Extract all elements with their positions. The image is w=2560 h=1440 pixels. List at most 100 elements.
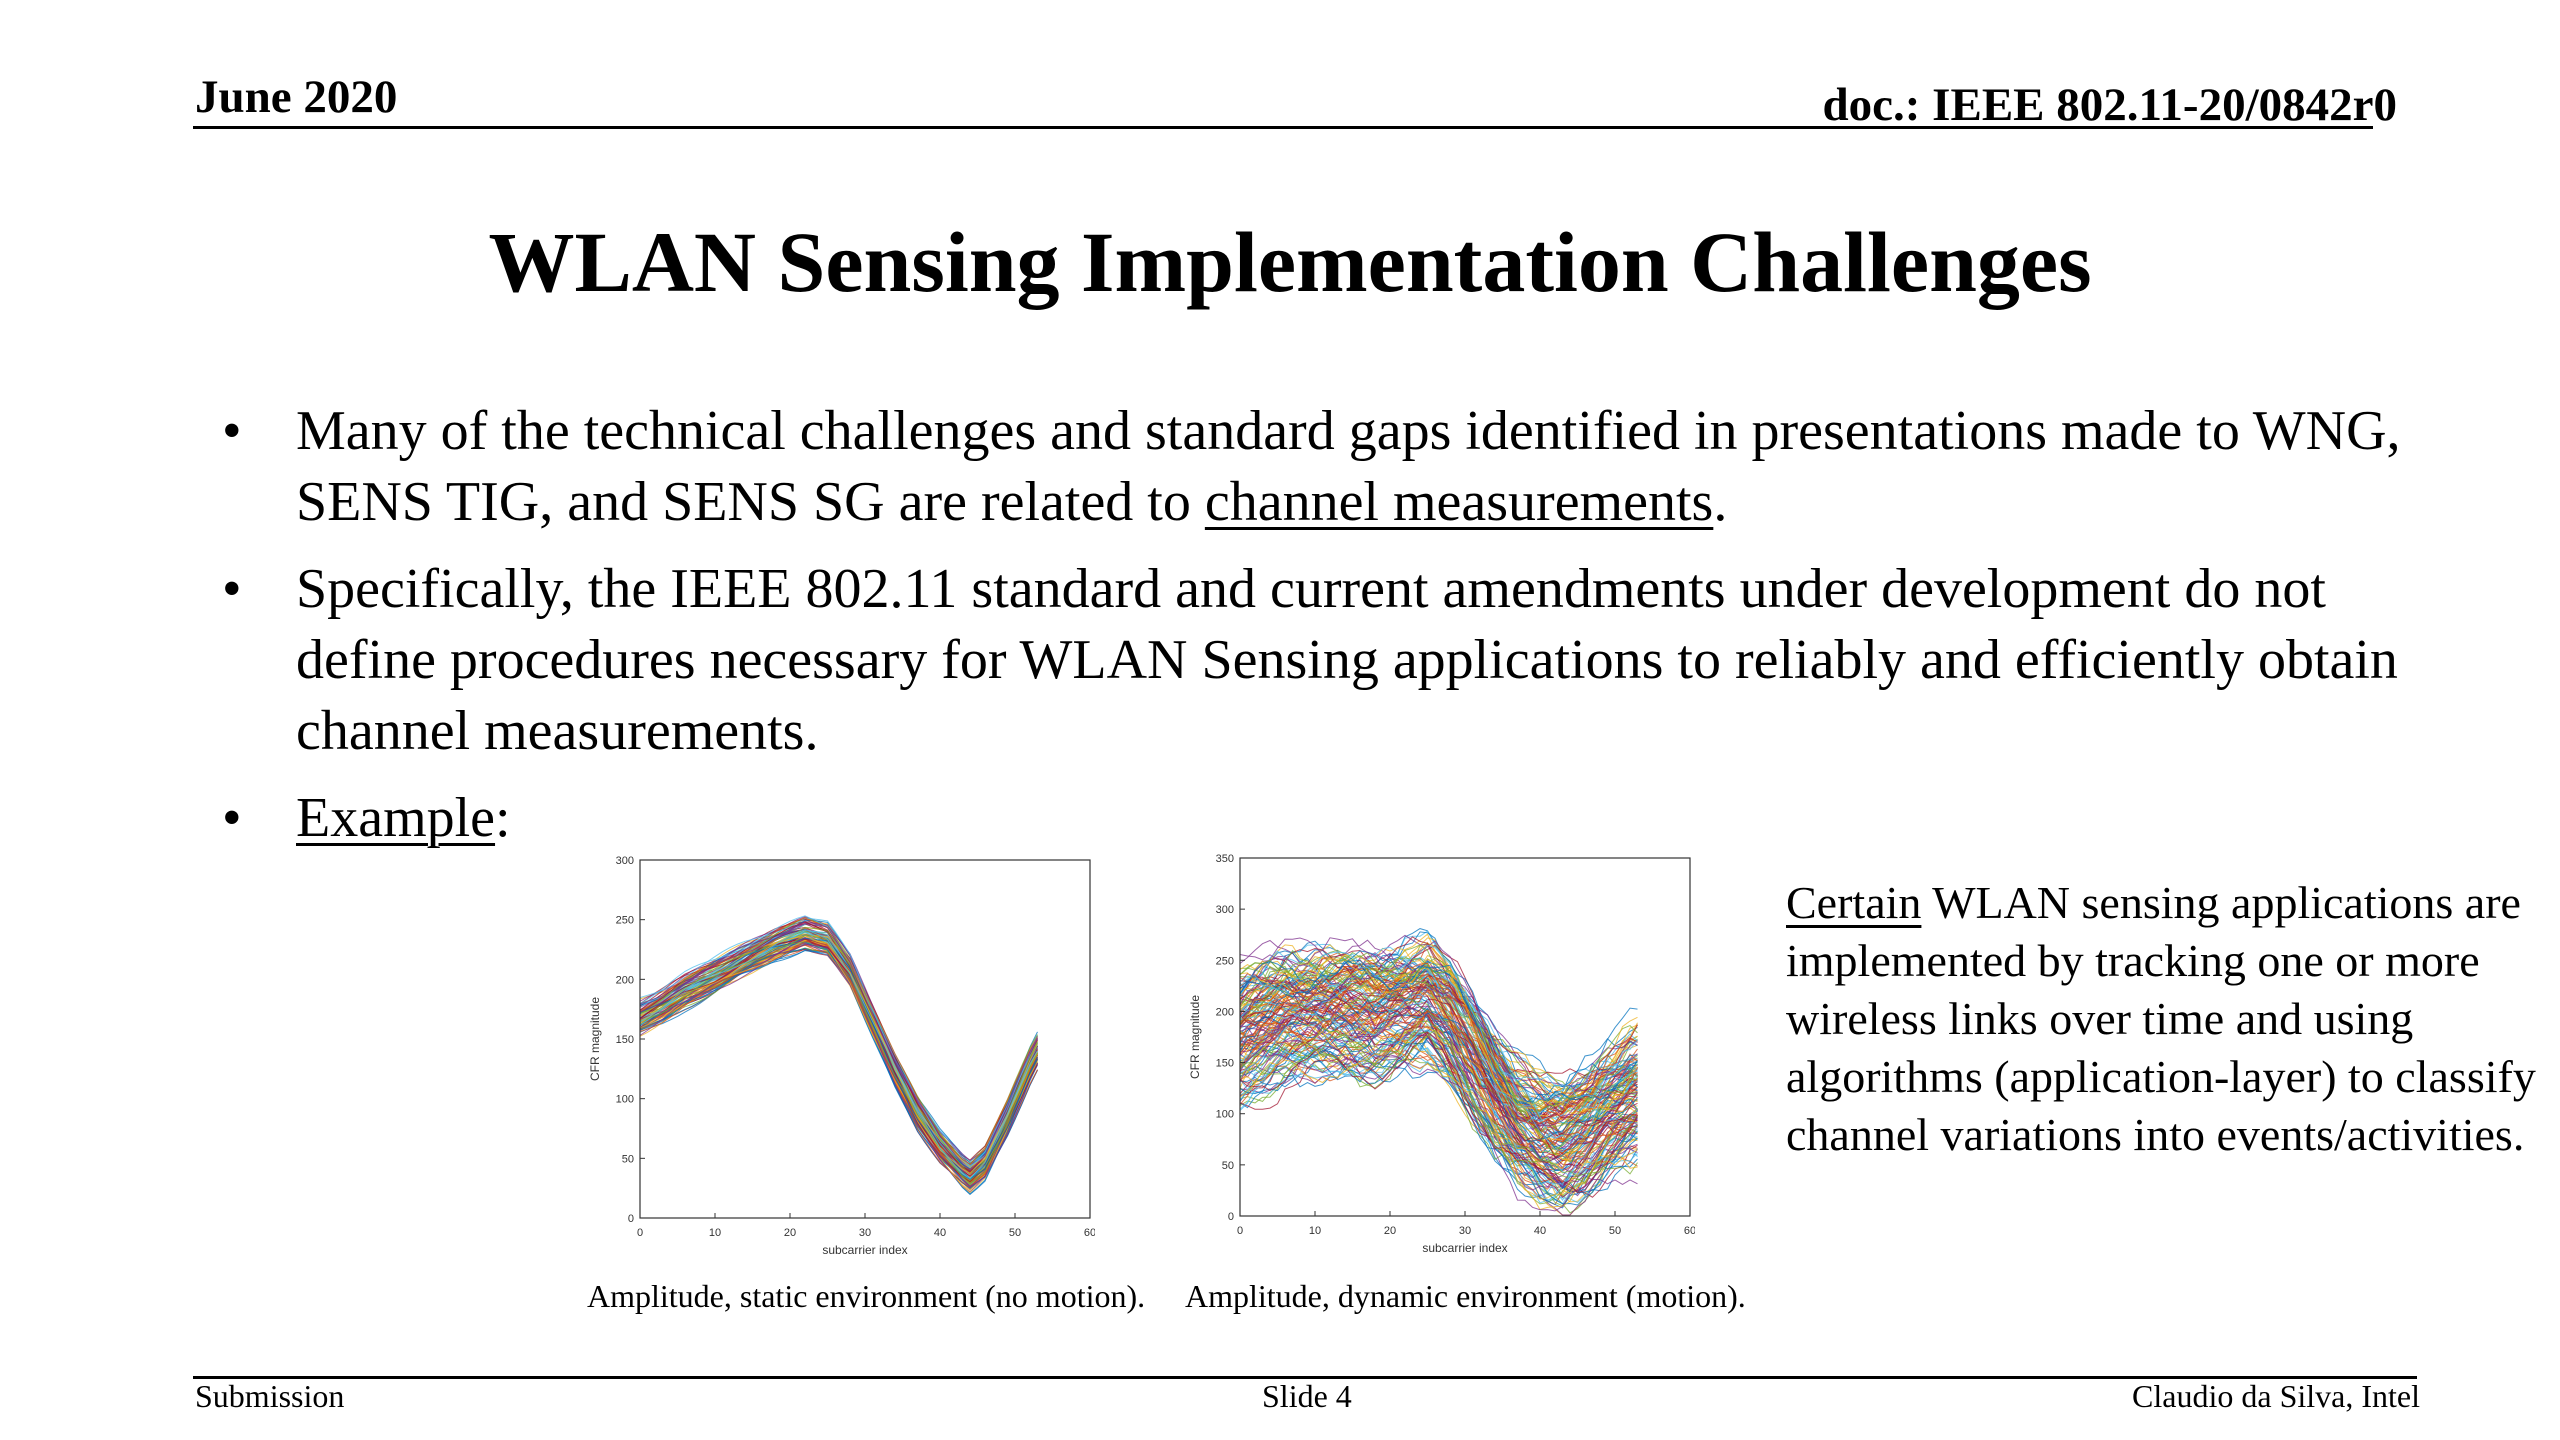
side-note-text: WLAN sensing applications are implemente… <box>1786 877 2536 1160</box>
x-tick-label: 50 <box>1009 1227 1021 1239</box>
data-trace <box>639 935 1038 1175</box>
data-trace <box>1239 982 1638 1144</box>
bullet-item: • Many of the technical challenges and st… <box>222 396 2442 538</box>
x-tick-label: 10 <box>709 1227 721 1239</box>
caption-dynamic: Amplitude, dynamic environment (motion). <box>1185 1278 1746 1314</box>
data-trace <box>1239 1053 1638 1191</box>
data-trace <box>1239 980 1638 1126</box>
data-trace <box>1239 1001 1638 1169</box>
data-trace <box>639 923 1038 1162</box>
data-trace <box>1239 1028 1638 1177</box>
y-tick-label: 50 <box>622 1153 634 1165</box>
x-tick-label: 30 <box>859 1227 871 1239</box>
x-tick-label: 40 <box>1534 1225 1546 1237</box>
y-tick-label: 0 <box>628 1213 634 1225</box>
data-trace <box>1239 961 1638 1142</box>
footer-author: Claudio da Silva, Intel <box>2132 1378 2420 1414</box>
x-tick-label: 60 <box>1684 1225 1695 1237</box>
data-trace <box>1239 944 1638 1099</box>
data-trace <box>639 926 1038 1175</box>
bullet-text-end: . <box>1713 471 1728 533</box>
x-tick-label: 10 <box>1309 1225 1321 1237</box>
data-trace <box>1239 959 1638 1103</box>
y-tick-label: 250 <box>1216 955 1234 967</box>
data-trace <box>639 938 1038 1182</box>
data-trace <box>1239 1007 1638 1171</box>
data-trace <box>1239 1020 1638 1184</box>
y-tick-label: 100 <box>1216 1109 1234 1121</box>
data-trace <box>1239 964 1638 1124</box>
bullet-text-end: : <box>495 787 511 849</box>
bullet-item: • Example: <box>222 783 2442 854</box>
footer-slide-number: Slide 4 <box>1262 1378 1352 1414</box>
y-tick-label: 200 <box>616 974 634 986</box>
data-trace <box>1239 1031 1638 1194</box>
data-trace <box>1239 944 1638 1078</box>
y-tick-label: 300 <box>616 855 634 867</box>
data-trace <box>639 938 1038 1183</box>
x-tick-label: 20 <box>784 1227 796 1239</box>
data-trace <box>1239 970 1638 1150</box>
data-trace <box>639 917 1038 1167</box>
x-tick-label: 40 <box>934 1227 946 1239</box>
data-trace <box>1239 1005 1638 1153</box>
data-trace <box>1239 993 1638 1153</box>
bullet-text: Many of the technical challenges and sta… <box>296 400 2401 533</box>
data-trace <box>1239 982 1638 1139</box>
bullet-underlined-text: Example <box>296 787 496 849</box>
data-trace <box>1239 1040 1638 1209</box>
y-tick-label: 100 <box>616 1094 634 1106</box>
data-trace <box>1239 937 1638 1092</box>
y-tick-label: 200 <box>1216 1006 1234 1018</box>
x-axis-label: subcarrier index <box>1422 1241 1507 1255</box>
y-tick-label: 150 <box>616 1034 634 1046</box>
plot-static: 0 10 20 30 40 50 60 0 50 100 150 200 250 300 subcarrie… <box>585 850 1095 1260</box>
data-trace <box>639 939 1038 1175</box>
y-tick-label: 0 <box>1228 1211 1234 1223</box>
data-trace <box>639 920 1038 1171</box>
plot-dynamic: 0 10 20 30 40 50 60 0 50 100 150 200 250 300 350 subcar… <box>1185 848 1695 1258</box>
x-tick-label: 30 <box>1459 1225 1471 1237</box>
header-rule <box>193 126 2373 129</box>
data-trace <box>1239 1049 1638 1212</box>
y-tick-label: 300 <box>1216 904 1234 916</box>
data-trace <box>1239 979 1638 1113</box>
data-trace <box>1239 1029 1638 1178</box>
y-tick-label: 350 <box>1216 853 1234 865</box>
footer-rule <box>193 1376 2417 1379</box>
x-tick-label: 0 <box>1237 1225 1243 1237</box>
data-trace <box>1239 951 1638 1113</box>
bullet-underlined-text: channel measurements <box>1204 471 1714 533</box>
y-tick-label: 150 <box>1216 1058 1234 1070</box>
data-trace <box>639 939 1038 1177</box>
data-trace <box>639 937 1038 1180</box>
data-trace <box>1239 974 1638 1131</box>
y-tick-label: 50 <box>1222 1160 1234 1172</box>
plot-frame <box>639 859 1091 1219</box>
y-axis-label: CFR magnitude <box>588 997 602 1081</box>
data-trace <box>1239 1020 1638 1194</box>
bullet-item: • Specifically, the IEEE 802.11 standard … <box>222 554 2442 767</box>
data-trace <box>639 938 1038 1186</box>
x-tick-label: 60 <box>1084 1227 1095 1239</box>
data-trace <box>1239 1019 1638 1162</box>
plot-dynamic-svg: 0 10 20 30 40 50 60 0 50 100 150 200 250 300 350 subcar… <box>1188 853 1695 1255</box>
bullet-list: • Many of the technical challenges and st… <box>222 396 2442 870</box>
data-trace <box>1239 1003 1638 1170</box>
data-trace <box>639 943 1038 1188</box>
data-trace <box>1239 950 1638 1096</box>
data-trace <box>639 935 1038 1175</box>
data-trace <box>1239 1037 1638 1194</box>
data-trace <box>1239 1035 1638 1186</box>
bullet-marker: • <box>222 787 242 849</box>
trace-group <box>1239 928 1638 1216</box>
data-trace <box>639 929 1038 1180</box>
x-tick-label: 20 <box>1384 1225 1396 1237</box>
data-trace <box>1239 958 1638 1114</box>
data-trace <box>1239 959 1638 1105</box>
side-note-underlined: Certain <box>1786 877 1922 928</box>
slide-header-doc-id: doc.: IEEE 802.11-20/0842r0 <box>1822 79 2397 131</box>
y-axis-label: CFR magnitude <box>1188 995 1202 1079</box>
slide-title: WLAN Sensing Implementation Challenges <box>488 214 2092 310</box>
footer-submission: Submission <box>195 1378 345 1414</box>
